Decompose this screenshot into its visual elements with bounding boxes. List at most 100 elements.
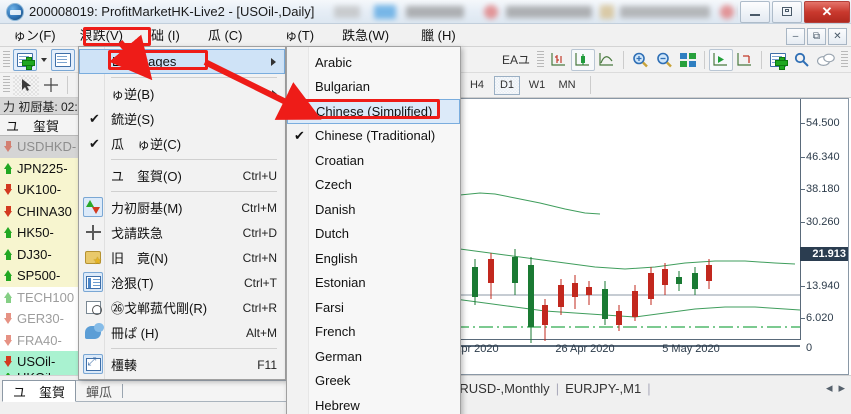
new-chart-dropdown-caret-icon[interactable]: [41, 57, 47, 62]
profiles-icon[interactable]: [51, 48, 75, 71]
menu-item-mailbox[interactable]: 冊ぱ (H) Alt+M: [79, 320, 285, 345]
timeframe-mn[interactable]: MN: [558, 79, 576, 91]
menu-item-market-watch[interactable]: 力初厨基(M) Ctrl+M: [79, 195, 285, 220]
crosshair-tool-icon[interactable]: [39, 74, 63, 96]
list-item[interactable]: DJ30-: [0, 243, 92, 265]
menu-item-data-window[interactable]: 戈請跌急 Ctrl+D: [79, 220, 285, 245]
symbol-label: USDHKD-: [17, 139, 77, 155]
arrow-up-icon: [2, 226, 15, 239]
tab-divider: |: [647, 380, 651, 396]
tab-symbols[interactable]: ユ 玺賀: [2, 380, 77, 402]
list-item[interactable]: UK100-: [0, 179, 92, 201]
language-item-greek[interactable]: Greek: [287, 369, 460, 394]
language-item-chinese-traditional[interactable]: ✔ Chinese (Traditional): [287, 124, 460, 149]
menu-item-terminal[interactable]: 沧狠(T) Ctrl+T: [79, 270, 285, 295]
language-item-french[interactable]: French: [287, 320, 460, 345]
menu-help[interactable]: 臘 (H): [421, 27, 456, 43]
tile-windows-icon[interactable]: [676, 49, 700, 71]
chart-shift-icon[interactable]: [733, 49, 757, 71]
language-item-croatian[interactable]: Croatian: [287, 148, 460, 173]
list-item[interactable]: FRA40-: [0, 329, 92, 351]
cursor-tool-icon[interactable]: [13, 74, 39, 96]
list-item[interactable]: USDHKD-: [0, 136, 92, 158]
language-label: Hebrew: [315, 397, 360, 413]
language-item-estonian[interactable]: Estonian: [287, 271, 460, 296]
language-item-chinese-simplified[interactable]: Chinese (Simplified): [287, 99, 460, 124]
language-item-danish[interactable]: Danish: [287, 197, 460, 222]
autoscroll-icon[interactable]: [709, 48, 733, 71]
menu-item-label: 橿輳: [111, 358, 138, 373]
arrow-down-icon: [2, 205, 15, 218]
timeframe-w1[interactable]: W1: [528, 79, 546, 91]
list-item[interactable]: USOil-: [0, 351, 92, 373]
timeframe-h4[interactable]: H4: [469, 79, 485, 91]
language-item-farsi[interactable]: Farsi: [287, 295, 460, 320]
chart-restore-button[interactable]: ⧉: [807, 28, 826, 45]
toolbar2-grip[interactable]: [3, 76, 10, 94]
price-tick: 54.500: [806, 117, 840, 129]
list-item[interactable]: CHINA30: [0, 200, 92, 222]
terminal-tab-2[interactable]: EURJPY-,M1: [565, 380, 642, 396]
indicators-icon[interactable]: [766, 49, 790, 71]
close-button[interactable]: ✕: [804, 0, 850, 23]
app-logo-icon: [6, 2, 24, 21]
menu-item-fullscreen[interactable]: 橿輳 F11: [79, 352, 285, 377]
minimize-button[interactable]: [740, 0, 770, 23]
timeframe-d1[interactable]: D1: [494, 75, 520, 95]
menu-tools[interactable]: ゅ(T): [284, 27, 315, 43]
language-item-hebrew[interactable]: Hebrew: [287, 393, 460, 414]
maximize-button[interactable]: [772, 0, 802, 23]
line-chart-icon[interactable]: [595, 49, 619, 71]
chat-icon[interactable]: [814, 49, 838, 71]
chart-close-button[interactable]: ✕: [828, 28, 847, 45]
toolbar-separator-2: [704, 50, 705, 69]
language-item-dutch[interactable]: Dutch: [287, 222, 460, 247]
list-item[interactable]: GER30-: [0, 308, 92, 330]
menu-item-label: ㉖戈郸菰代剛(R): [111, 301, 208, 316]
list-item[interactable]: HKOil-: [0, 372, 92, 375]
time-tick: 26 Apr 2020: [555, 343, 615, 355]
menu-item-languages[interactable]: Languages: [79, 49, 285, 74]
language-label: Arabic: [315, 54, 352, 70]
list-item[interactable]: JPN225-: [0, 157, 92, 179]
language-item-german[interactable]: German: [287, 344, 460, 369]
language-item-czech[interactable]: Czech: [287, 173, 460, 198]
terminal-tab-1[interactable]: URUSD-,Monthly: [450, 380, 550, 396]
nav-prev-icon[interactable]: ◂: [825, 380, 833, 395]
menu-item-status-bar[interactable]: ✔ 鋶逆(S): [79, 106, 285, 131]
menu-file[interactable]: ゅン(F): [13, 27, 56, 43]
menubar: ゅン(F) 浪跌(V) 础 (I) 瓜 (C) ゅ(T) 跌急(W) 臘 (H): [0, 24, 851, 47]
menu-window[interactable]: 跌急(W): [342, 27, 390, 43]
zoom-in-icon[interactable]: [628, 49, 652, 71]
tab-ticks[interactable]: 蟬瓜: [86, 384, 113, 400]
list-item[interactable]: SP500-: [0, 265, 92, 287]
language-item-bulgarian[interactable]: Bulgarian: [287, 75, 460, 100]
toolbar-grip[interactable]: [3, 50, 10, 69]
toolbar-grip-2[interactable]: [537, 50, 544, 69]
language-item-arabic[interactable]: Arabic: [287, 50, 460, 75]
bar-chart-icon[interactable]: [547, 49, 571, 71]
menu-item-charts-bar[interactable]: ✔ 瓜 ゅ逆(C): [79, 131, 285, 156]
menu-item-navigator[interactable]: ユ 玺賀(O) Ctrl+U: [79, 163, 285, 188]
nav-next-icon[interactable]: ▸: [838, 380, 845, 395]
submenu-icon-gutter: [287, 47, 309, 414]
menu-view[interactable]: 浪跌(V): [79, 27, 123, 43]
menu-item-navigator-panel[interactable]: 旧 竟(N) Ctrl+N: [79, 245, 285, 270]
menu-item-strategy-tester[interactable]: ㉖戈郸菰代剛(R) Ctrl+R: [79, 295, 285, 320]
price-axis[interactable]: 54.500 46.340 38.180 30.260 21.913 13.94…: [800, 99, 848, 354]
language-label: Czech: [315, 177, 352, 193]
zoom-out-icon[interactable]: [652, 49, 676, 71]
list-item[interactable]: HK50-: [0, 222, 92, 244]
candlestick-chart-icon[interactable]: [571, 48, 595, 71]
menu-insert[interactable]: 础 (I): [150, 27, 180, 43]
chart-minimize-button[interactable]: –: [786, 28, 805, 45]
menu-item-toolbars[interactable]: ゅ逆(B): [79, 81, 285, 106]
view-menu-dropdown: Languages ゅ逆(B) ✔ 鋶逆(S) ✔ 瓜 ゅ逆(C) ユ 玺賀(O…: [78, 46, 286, 380]
search-icon[interactable]: [790, 49, 814, 71]
language-item-english[interactable]: English: [287, 246, 460, 271]
chevron-right-icon: [272, 89, 277, 98]
toolbar-grip-3[interactable]: [841, 50, 848, 69]
new-chart-icon[interactable]: [13, 48, 37, 71]
list-item[interactable]: TECH100: [0, 286, 92, 308]
menu-charts[interactable]: 瓜 (C): [207, 27, 243, 43]
